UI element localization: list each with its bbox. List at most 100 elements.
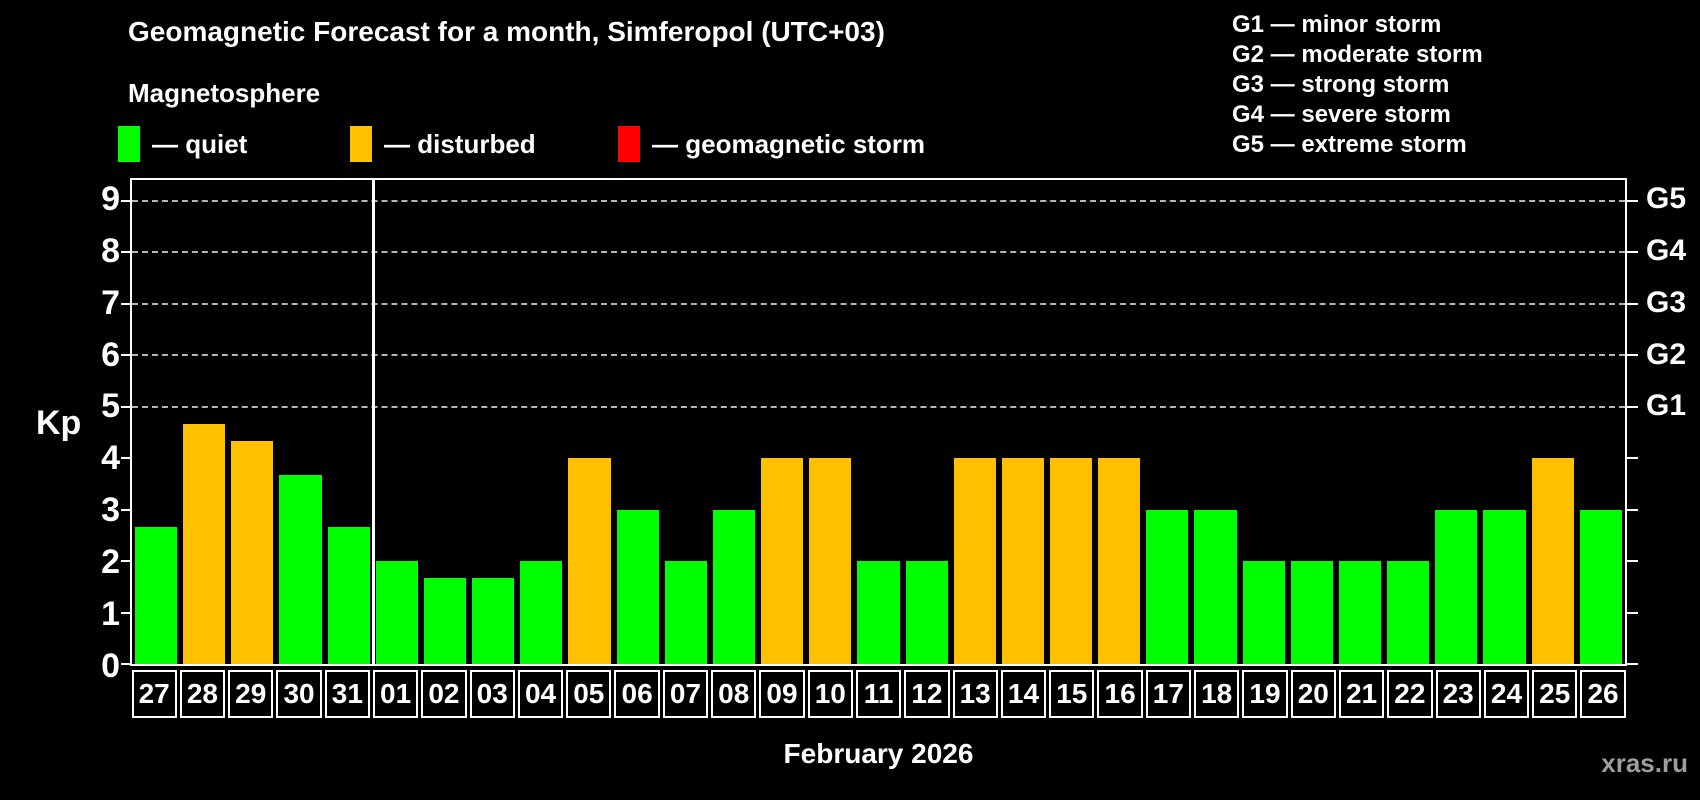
day-label-slot-14: 14: [999, 670, 1047, 718]
bar-day-16: [1098, 458, 1141, 664]
bar-day-25: [1531, 458, 1574, 664]
bars-row: [132, 180, 1625, 664]
right-tick-kp-8: [1627, 251, 1638, 254]
day-label-slot-19: 19: [1241, 670, 1289, 718]
bar-day-04: [520, 561, 563, 664]
bar-slot-24: [1480, 180, 1528, 664]
day-label-04: 04: [517, 670, 564, 718]
plot-area: [121, 178, 1638, 666]
day-label-02: 02: [421, 670, 467, 718]
right-tick-kp-3: [1627, 508, 1638, 511]
day-label-slot-21: 21: [1337, 670, 1385, 718]
bar-day-22: [1387, 561, 1430, 664]
day-label-slot-18: 18: [1193, 670, 1241, 718]
bar-slot-22: [1384, 180, 1432, 664]
bar-slot-04: [517, 180, 565, 664]
bar-slot-07: [662, 180, 710, 664]
day-label-slot-27: 27: [130, 670, 178, 718]
right-tick-kp-2: [1627, 560, 1638, 563]
right-axis-label-G3: G3: [1646, 285, 1687, 319]
bar-slot-21: [1336, 180, 1384, 664]
y-tick-label-5: 5: [101, 387, 120, 426]
y-tick-label-4: 4: [101, 439, 120, 478]
day-label-08: 08: [711, 670, 757, 718]
bar-slot-09: [758, 180, 806, 664]
bar-day-18: [1194, 509, 1237, 664]
legend-label-storm: — geomagnetic storm: [652, 128, 926, 159]
y-tick-label-9: 9: [101, 179, 120, 218]
day-label-01: 01: [372, 670, 419, 718]
day-label-slot-17: 17: [1144, 670, 1192, 718]
day-label-03: 03: [469, 670, 515, 718]
day-label-slot-26: 26: [1579, 670, 1627, 718]
color-legend: — quiet — disturbed — geomagnetic storm: [0, 126, 1100, 168]
day-label-15: 15: [1049, 670, 1095, 718]
x-axis-day-labels: 27 28 29 30 31 01 02 03 04 05 06 07 08 09 10 11 12 13 14 15…: [130, 670, 1627, 718]
left-tick-kp-8: [121, 251, 130, 254]
right-tick-kp-0: [1627, 663, 1638, 665]
month-separator: [371, 180, 375, 664]
bar-slot-18: [1191, 180, 1239, 664]
bar-day-07: [664, 561, 707, 664]
watermark: xras.ru: [1601, 748, 1688, 778]
bar-slot-31: [325, 180, 373, 664]
bar-slot-05: [565, 180, 613, 664]
left-tick-kp-1: [121, 611, 130, 614]
day-label-slot-04: 04: [516, 670, 564, 718]
right-tick-kp-7: [1627, 302, 1638, 305]
day-label-27: 27: [131, 670, 177, 718]
bar-slot-01: [373, 180, 421, 664]
bar-slot-11: [854, 180, 902, 664]
left-tick-kp-7: [121, 302, 130, 305]
bar-slot-29: [228, 180, 276, 664]
day-label-19: 19: [1242, 670, 1288, 718]
left-tick-kp-5: [121, 405, 130, 408]
y-axis-title: Kp: [36, 404, 82, 442]
bar-day-26: [1579, 509, 1622, 664]
storm-scale-legend: G1 — minor storm G2 — moderate storm G3 — …: [1232, 10, 1483, 160]
bar-day-27: [135, 526, 178, 664]
bar-day-03: [472, 578, 515, 664]
gridline-kp-8: [132, 251, 1625, 254]
bar-day-15: [1049, 458, 1093, 664]
y-tick-label-1: 1: [101, 595, 120, 634]
day-label-22: 22: [1387, 670, 1433, 718]
bar-slot-25: [1529, 180, 1577, 664]
day-label-31: 31: [324, 670, 370, 718]
storm-scale-line-4: G4 — severe storm: [1232, 101, 1451, 128]
right-tick-kp-6: [1627, 354, 1638, 357]
day-label-slot-28: 28: [178, 670, 226, 718]
y-tick-label-8: 8: [101, 231, 120, 270]
legend-label-disturbed: — disturbed: [384, 128, 536, 159]
bar-day-19: [1242, 561, 1285, 664]
day-label-24: 24: [1483, 670, 1530, 718]
right-tick-kp-9: [1627, 199, 1638, 202]
day-label-slot-06: 06: [613, 670, 661, 718]
bar-slot-13: [951, 180, 999, 664]
day-label-slot-20: 20: [1289, 670, 1337, 718]
bar-day-08: [712, 509, 756, 664]
legend-swatch-quiet: [118, 126, 140, 162]
bar-day-31: [327, 526, 370, 664]
storm-scale-line-2: G2 — moderate storm: [1232, 41, 1483, 68]
day-label-10: 10: [807, 670, 853, 718]
bar-slot-28: [180, 180, 228, 664]
bar-day-17: [1146, 509, 1189, 664]
day-label-16: 16: [1097, 670, 1143, 718]
day-label-slot-30: 30: [275, 670, 323, 718]
bar-slot-23: [1432, 180, 1480, 664]
day-label-slot-12: 12: [903, 670, 951, 718]
day-label-14: 14: [1000, 670, 1047, 718]
bar-day-29: [231, 441, 274, 664]
day-label-05: 05: [566, 670, 612, 718]
y-tick-label-0: 0: [101, 647, 120, 685]
day-label-13: 13: [952, 670, 998, 718]
bar-slot-27: [132, 180, 180, 664]
left-tick-kp-6: [121, 354, 130, 357]
bar-day-14: [1001, 458, 1044, 664]
bar-slot-03: [469, 180, 517, 664]
day-label-06: 06: [614, 670, 660, 718]
bar-day-30: [279, 475, 322, 664]
y-tick-label-6: 6: [101, 335, 120, 374]
chart-subtitle: Magnetosphere: [128, 78, 321, 108]
